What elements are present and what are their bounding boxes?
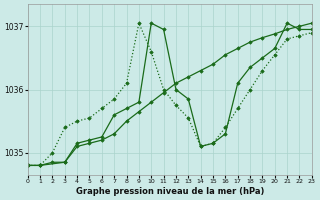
X-axis label: Graphe pression niveau de la mer (hPa): Graphe pression niveau de la mer (hPa) (76, 187, 264, 196)
